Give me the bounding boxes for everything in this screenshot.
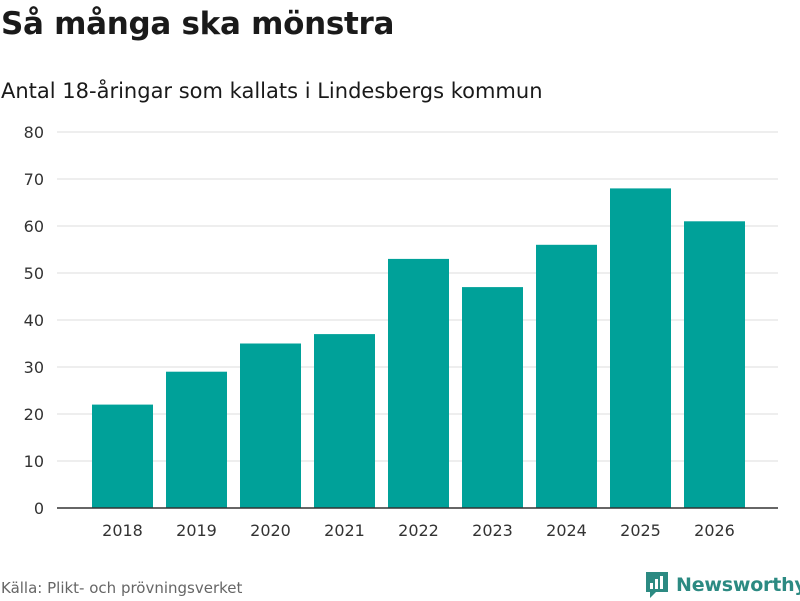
x-tick-label-2024: 2024: [546, 521, 587, 540]
x-tick-label-2022: 2022: [398, 521, 439, 540]
y-tick-label-60: 60: [24, 217, 44, 236]
bar-2022: [388, 258, 449, 508]
x-tick-label-2019: 2019: [176, 521, 217, 540]
y-tick-label-30: 30: [24, 358, 44, 377]
bar-2023: [462, 287, 523, 508]
y-tick-label-40: 40: [24, 311, 44, 330]
chart-title: Så många ska mönstra: [1, 6, 395, 42]
bar-2020: [240, 343, 301, 508]
y-tick-label-0: 0: [34, 499, 44, 518]
bar-2021: [314, 334, 375, 508]
newsworthy-logo-icon: [646, 572, 668, 598]
x-tick-label-2023: 2023: [472, 521, 513, 540]
bar-2024: [536, 244, 597, 509]
x-tick-label-2021: 2021: [324, 521, 365, 540]
x-tick-label-2018: 2018: [102, 521, 143, 540]
x-tick-label-2020: 2020: [250, 521, 291, 540]
bar-2026: [684, 221, 745, 509]
bar-2019: [166, 371, 227, 508]
source-note: Källa: Plikt- och prövningsverket: [1, 579, 243, 597]
chart-subtitle: Antal 18-åringar som kallats i Lindesber…: [1, 79, 543, 103]
bar-2018: [92, 404, 153, 508]
x-tick-label-2025: 2025: [620, 521, 661, 540]
y-tick-label-80: 80: [24, 123, 44, 142]
y-tick-label-20: 20: [24, 405, 44, 424]
y-tick-label-50: 50: [24, 264, 44, 283]
y-tick-label-10: 10: [24, 452, 44, 471]
newsworthy-brand[interactable]: Newsworthy: [644, 569, 800, 601]
brand-name: Newsworthy: [676, 574, 800, 596]
x-tick-label-2026: 2026: [694, 521, 735, 540]
bar-2025: [610, 188, 671, 508]
y-tick-label-70: 70: [24, 170, 44, 189]
